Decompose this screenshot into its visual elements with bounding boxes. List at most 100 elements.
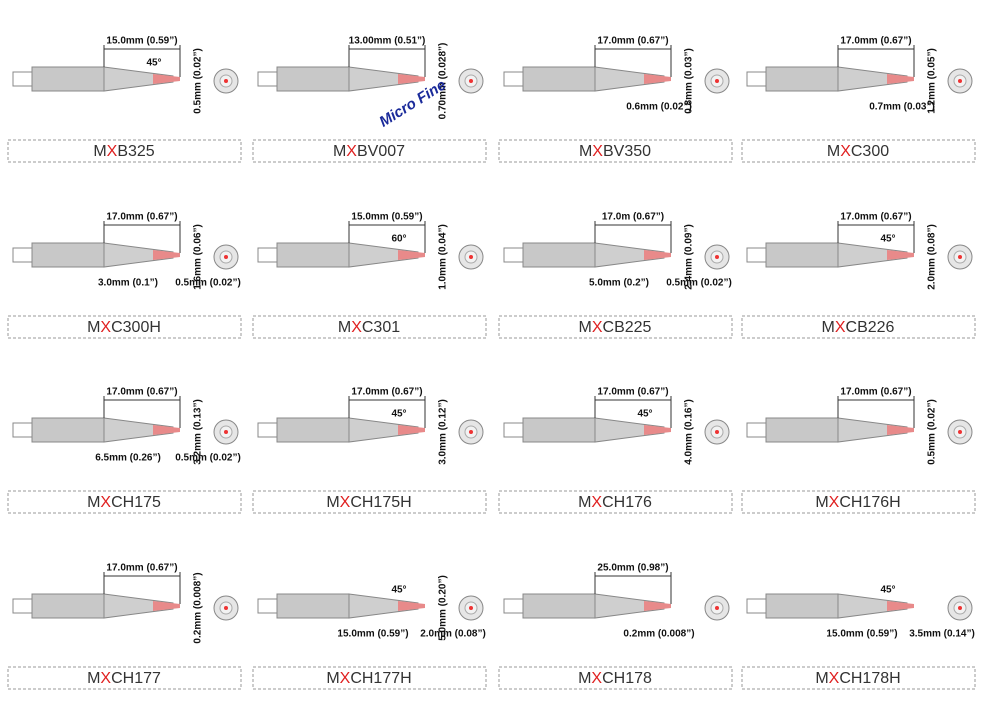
- name-part: C300H: [111, 319, 161, 336]
- shank: [746, 598, 768, 614]
- tip-name: MXC300H: [87, 319, 161, 336]
- tip-end: [153, 250, 180, 260]
- vertical-label: 3.0mm (0.12”): [438, 399, 449, 465]
- name-part: X: [591, 670, 602, 687]
- body: [522, 593, 596, 619]
- angle-label: 45°: [391, 409, 406, 420]
- tip-name: MXCH177H: [326, 670, 411, 687]
- shank: [257, 422, 279, 438]
- shank: [503, 422, 525, 438]
- shank: [257, 247, 279, 263]
- taper: [594, 593, 665, 619]
- tip-name: MXCH175H: [326, 494, 411, 511]
- name-part: CH178H: [839, 670, 900, 687]
- vertical-label: 1.6mm (0.06”): [193, 224, 204, 290]
- name-part: M: [579, 143, 592, 160]
- name-part: X: [340, 670, 351, 687]
- vertical-label: 2.0mm (0.08”): [927, 224, 938, 290]
- taper: [103, 417, 174, 443]
- body: [522, 66, 596, 92]
- taper: [837, 593, 908, 619]
- angle-label: 45°: [880, 234, 895, 245]
- name-part: CH176H: [839, 494, 900, 511]
- tip-name: MXBV007: [333, 143, 405, 160]
- name-part: M: [578, 670, 591, 687]
- name-part: X: [829, 494, 840, 511]
- tip-name: MXCH175: [87, 494, 161, 511]
- section-tip: [224, 79, 228, 83]
- shank: [257, 598, 279, 614]
- name-box: [7, 490, 242, 514]
- shank: [503, 71, 525, 87]
- name-part: X: [592, 143, 603, 160]
- name-part: C300: [851, 143, 889, 160]
- name-part: X: [100, 494, 111, 511]
- body: [522, 242, 596, 268]
- length-label: 17.0mm (0.67”): [351, 387, 422, 398]
- body: [31, 66, 105, 92]
- name-part: X: [591, 494, 602, 511]
- name-part: M: [827, 143, 840, 160]
- tip-end: [644, 425, 671, 435]
- length-label: 17.0m (0.67”): [602, 212, 664, 223]
- name-box: [252, 315, 487, 339]
- name-box: [741, 139, 976, 163]
- section-tip: [224, 255, 228, 259]
- shank: [746, 247, 768, 263]
- shank: [12, 71, 34, 87]
- bottom-label: 0.5mm (0.02”): [175, 278, 241, 289]
- name-part: B325: [117, 143, 154, 160]
- name-part: M: [326, 494, 339, 511]
- tip-name: MXCH176H: [815, 494, 900, 511]
- name-part: M: [333, 143, 346, 160]
- vertical-label: 1.2mm (0.05”): [927, 48, 938, 114]
- section-tip: [469, 79, 473, 83]
- bottom-label: 2.0mm (0.08”): [420, 629, 486, 640]
- tip-end: [398, 601, 425, 611]
- body: [276, 593, 350, 619]
- name-part: BV350: [603, 143, 651, 160]
- name-part: X: [100, 319, 111, 336]
- name-part: BV007: [357, 143, 405, 160]
- body: [31, 417, 105, 443]
- bottom-label: 0.5mm (0.02”): [175, 453, 241, 464]
- length-label: 17.0mm (0.67”): [840, 212, 911, 223]
- bottom-label: 6.5mm (0.26”): [95, 453, 161, 464]
- name-box: [741, 666, 976, 690]
- length-label: 17.0mm (0.67”): [106, 387, 177, 398]
- angle-label: 45°: [391, 585, 406, 596]
- bottom-label: 15.0mm (0.59”): [337, 629, 408, 640]
- name-part: X: [340, 494, 351, 511]
- name-box: [7, 666, 242, 690]
- taper: [594, 417, 665, 443]
- bottom-label: 3.0mm (0.1”): [98, 278, 158, 289]
- taper: [348, 66, 419, 92]
- length-label: 15.0mm (0.59”): [106, 36, 177, 47]
- section-tip: [958, 606, 962, 610]
- section-tip: [715, 79, 719, 83]
- vertical-label: 3.2mm (0.13”): [193, 399, 204, 465]
- name-part: CH176: [602, 494, 652, 511]
- shank: [12, 422, 34, 438]
- name-box: [498, 490, 733, 514]
- body: [765, 593, 839, 619]
- taper: [348, 417, 419, 443]
- name-box: [498, 315, 733, 339]
- bottom-label: 0.7mm (0.03”): [869, 102, 935, 113]
- length-label: 17.0mm (0.67”): [840, 36, 911, 47]
- vertical-label: 2.4mm (0.09”): [684, 224, 695, 290]
- length-label: 15.0mm (0.59”): [351, 212, 422, 223]
- bottom-label: 0.5mm (0.02”): [666, 278, 732, 289]
- shank: [503, 247, 525, 263]
- section-tip: [469, 606, 473, 610]
- tip-name: MXCH178H: [815, 670, 900, 687]
- angle-label: 45°: [880, 585, 895, 596]
- bottom-label: 0.6mm (0.02”): [626, 102, 692, 113]
- section-tip: [958, 430, 962, 434]
- tip-end: [398, 74, 425, 84]
- name-part: CH177H: [350, 670, 411, 687]
- vertical-label: 0.2mm (0.008”): [193, 572, 204, 643]
- taper: [594, 66, 665, 92]
- vertical-label: 4.0mm (0.16”): [684, 399, 695, 465]
